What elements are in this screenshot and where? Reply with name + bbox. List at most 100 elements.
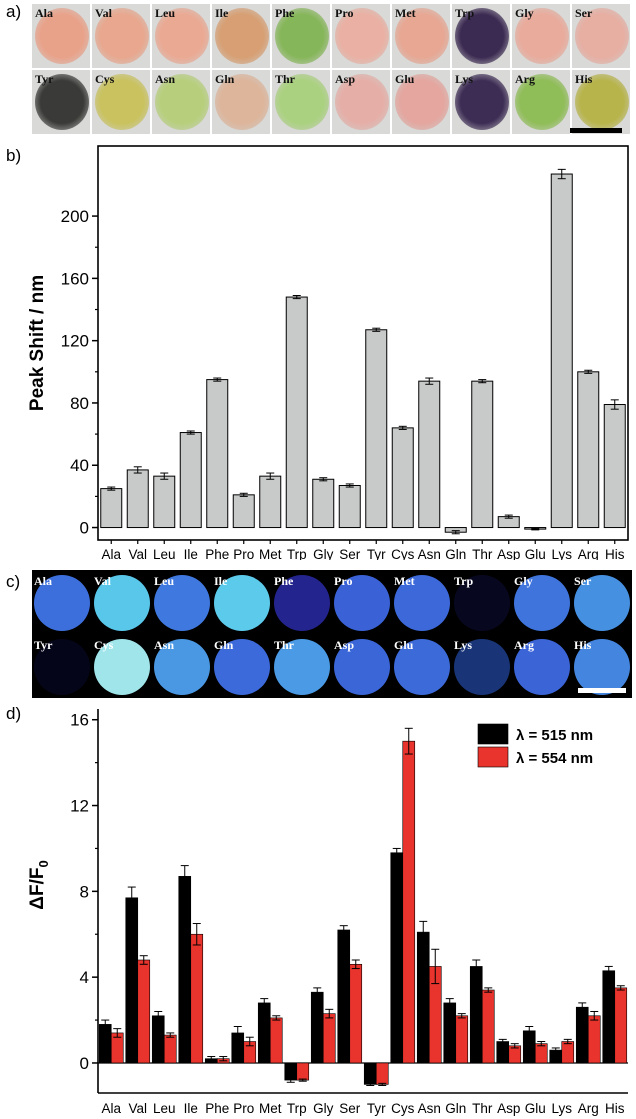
droplet-label: Gly	[514, 574, 533, 588]
x-tick-label: Trp	[287, 547, 307, 560]
droplet	[334, 639, 390, 695]
droplet-label: Lys	[454, 638, 473, 652]
droplet	[394, 575, 450, 631]
bar-gly	[312, 478, 335, 529]
droplet-label: Lys	[455, 72, 474, 86]
droplet-label: Gln	[214, 638, 234, 652]
x-tick-label: Thr	[472, 547, 493, 560]
x-tick-label: Phe	[205, 1101, 229, 1116]
droplet-tile-cys: Cys	[92, 70, 150, 134]
x-tick-label: Phe	[205, 547, 229, 560]
y-tick-label: 40	[70, 456, 89, 475]
bar-glu-series-2	[534, 1043, 548, 1064]
droplet-label: Trp	[454, 574, 474, 588]
x-tick-label: Arg	[578, 547, 599, 560]
droplet	[454, 575, 510, 631]
bar-ser-series-2	[349, 963, 363, 1064]
droplet	[274, 575, 330, 631]
droplet-label: Asp	[334, 638, 355, 652]
bar-met-series-2	[269, 1017, 283, 1064]
y-tick-label: 8	[80, 882, 89, 901]
x-tick-label: Cys	[391, 1101, 414, 1116]
droplet	[214, 639, 270, 695]
bar-gln-series-1	[443, 1002, 457, 1064]
droplet	[34, 639, 90, 695]
bar-trp-series-2	[296, 1062, 310, 1081]
bar-gln-series-2	[455, 1015, 469, 1064]
bar-phe	[206, 379, 229, 529]
droplet	[395, 74, 449, 130]
x-tick-label: Gly	[313, 547, 334, 560]
droplet-tile-lys: Lys	[452, 70, 510, 134]
panel-b-label: b)	[6, 146, 22, 165]
panel-d-label: d)	[6, 704, 22, 723]
x-tick-label: Ser	[339, 547, 361, 560]
legend-swatch-2	[477, 746, 509, 768]
droplet-tile-his: His	[572, 70, 630, 134]
droplet-label: Phe	[274, 574, 294, 588]
droplet-label: Leu	[155, 6, 176, 20]
x-tick-label: Gln	[445, 547, 466, 560]
droplet	[214, 575, 270, 631]
legend-swatch-1	[477, 723, 509, 745]
droplet	[154, 575, 210, 631]
y-tick-label: 0	[80, 1054, 89, 1073]
droplet-tile-leu: Leu	[152, 4, 210, 68]
droplet-tile-ile: Ile	[212, 4, 270, 68]
droplet-tile-met: Met	[392, 4, 450, 68]
droplet-label: Glu	[394, 638, 414, 652]
droplet-tile-asn: Asn	[152, 70, 210, 134]
y-tick-label: 4	[80, 968, 89, 987]
droplet-tile-asp: Asp	[332, 70, 390, 134]
x-tick-label: Gln	[445, 1101, 466, 1116]
bar-asp-series-1	[496, 1041, 510, 1064]
droplet-label: His	[574, 638, 592, 652]
droplet-tile-his: His	[572, 636, 630, 698]
bar-his	[603, 404, 626, 529]
y-tick-label: 200	[61, 207, 89, 226]
droplet-tile-ser: Ser	[572, 4, 630, 68]
droplet-tile-gln: Gln	[212, 70, 270, 134]
droplet-label: Asp	[335, 72, 356, 86]
droplet-label: Ser	[575, 6, 593, 20]
scale-bar-c	[578, 688, 626, 693]
droplet	[155, 8, 209, 64]
droplet	[35, 8, 89, 64]
droplet-tile-lys: Lys	[452, 636, 510, 698]
droplet-label: Trp	[455, 6, 475, 20]
droplet-label: Ile	[215, 6, 229, 20]
bar-ala	[100, 488, 123, 529]
droplet-tile-gly: Gly	[512, 572, 570, 634]
droplet-label: Cys	[94, 638, 114, 652]
droplet-tile-trp: Trp	[452, 4, 510, 68]
droplet-tile-tyr: Tyr	[32, 70, 90, 134]
droplet-label: Gly	[515, 6, 534, 20]
bar-asn	[418, 380, 441, 529]
panel-a-photo-grid: Ala Val Leu Ile Phe Pro Met Trp Gly Ser Tyr Cys Asn G…	[32, 2, 632, 136]
droplet-label: Ile	[214, 574, 228, 588]
y-tick-label: 120	[61, 332, 89, 351]
bar-pro	[232, 494, 255, 529]
droplet-label: Val	[94, 574, 111, 588]
bar-his-series-1	[602, 970, 616, 1064]
x-tick-label: Glu	[525, 547, 546, 560]
droplet-label: Thr	[275, 72, 296, 86]
droplet-tile-thr: Thr	[272, 70, 330, 134]
bar-glu-series-1	[522, 1030, 536, 1064]
droplet	[514, 639, 570, 695]
bar-arg-series-1	[575, 1006, 589, 1064]
bar-leu-series-2	[163, 1034, 177, 1064]
droplet-label: Met	[395, 6, 416, 20]
droplet-label: Ala	[35, 6, 53, 20]
droplet	[275, 74, 329, 130]
x-tick-label: His	[605, 1101, 625, 1116]
x-tick-label: Asp	[497, 547, 520, 560]
droplet-label: Arg	[514, 638, 534, 652]
droplet-label: Glu	[395, 72, 415, 86]
droplet	[515, 74, 569, 130]
y-tick-label: 160	[61, 269, 89, 288]
y-axis-title: Peak Shift / nm	[27, 275, 48, 411]
x-tick-label: Ala	[101, 547, 121, 560]
bar-ala-series-1	[98, 1024, 112, 1064]
droplet	[215, 8, 269, 64]
